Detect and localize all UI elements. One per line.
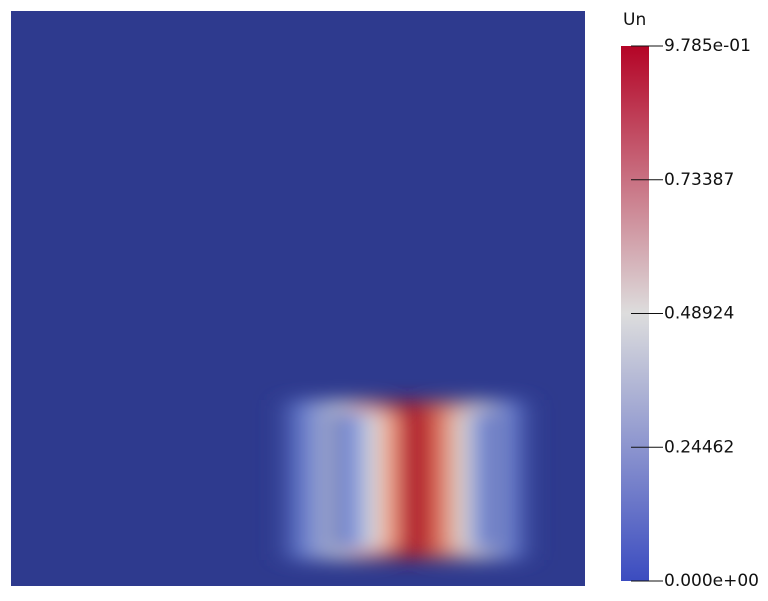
tick-label: 0.000e+00	[664, 571, 759, 591]
field-blob	[265, 400, 545, 560]
tick-label: 0.73387	[664, 170, 734, 190]
tick-label: 9.785e-01	[664, 36, 751, 56]
colorbar-title: Un	[623, 10, 646, 30]
tick-label: 0.24462	[664, 437, 734, 457]
tick-label: 0.48924	[664, 304, 734, 324]
